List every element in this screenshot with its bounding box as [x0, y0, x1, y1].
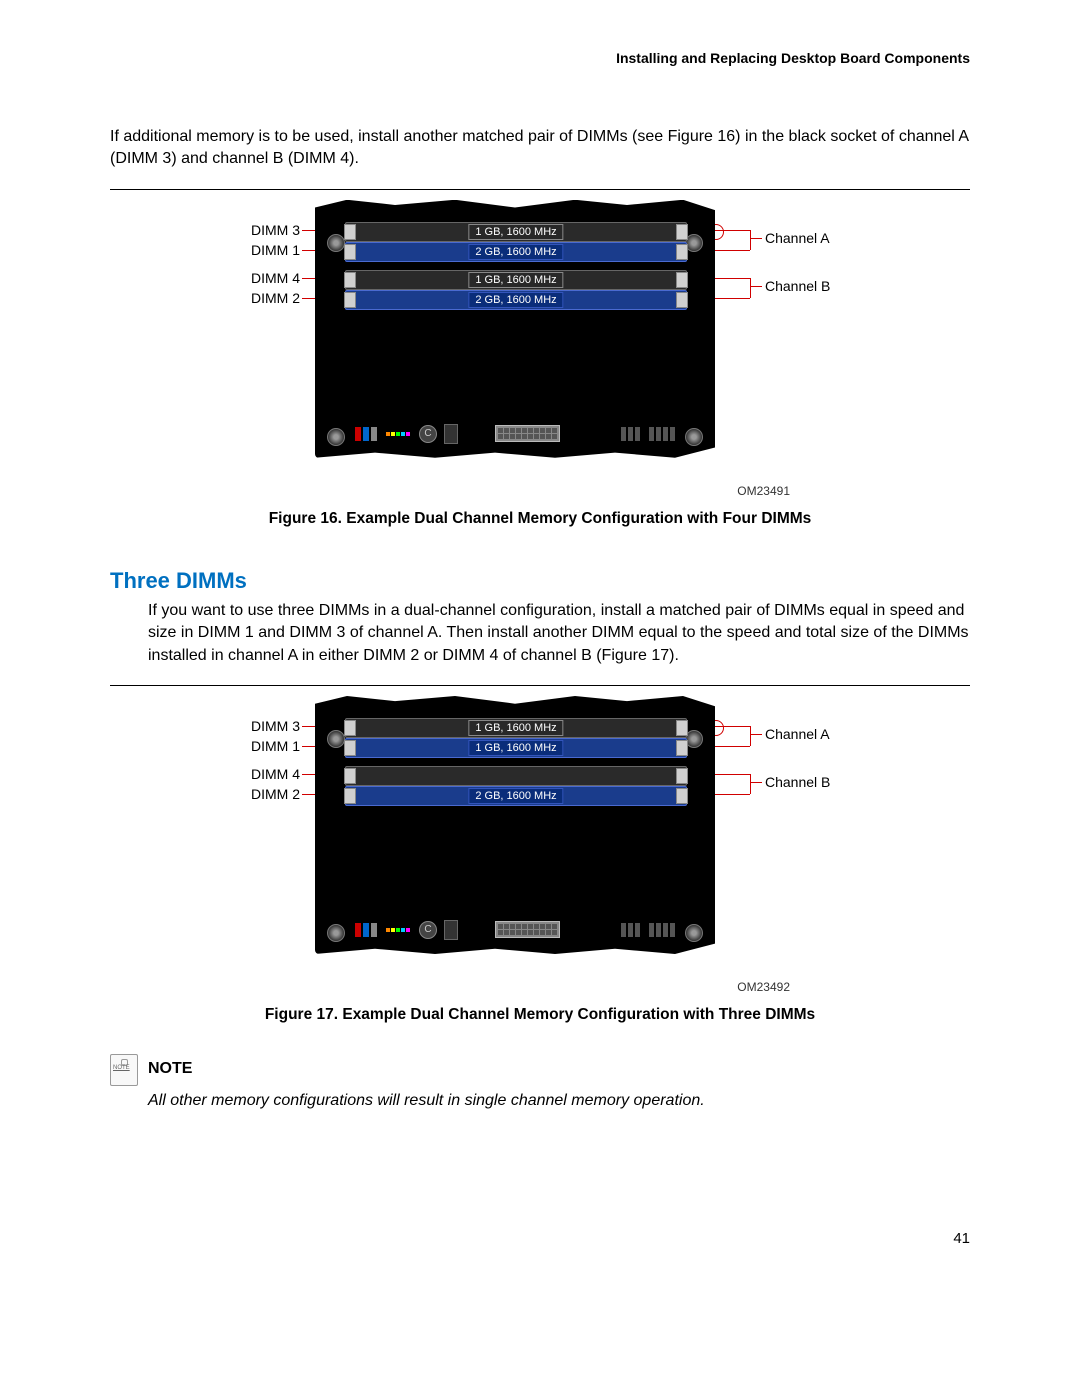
dimm-slot-4	[345, 766, 687, 786]
figure-17: DIMM 3 DIMM 1 DIMM 4 DIMM 2 Channel A Ch…	[220, 696, 860, 994]
three-dimms-heading: Three DIMMs	[110, 568, 970, 594]
motherboard-illustration: 1 GB, 1600 MHz 2 GB, 1600 MHz 1 GB, 1600…	[315, 200, 715, 458]
dimm2-label: DIMM 2	[230, 290, 300, 306]
dimm-slot-1: 1 GB, 1600 MHz	[345, 738, 687, 758]
motherboard-illustration: 1 GB, 1600 MHz 1 GB, 1600 MHz 2 GB, 1600…	[315, 696, 715, 954]
figure-16-caption: Figure 16. Example Dual Channel Memory C…	[110, 510, 970, 528]
three-dimms-paragraph: If you want to use three DIMMs in a dual…	[148, 600, 970, 667]
divider	[110, 685, 970, 686]
dimm-slot-1: 2 GB, 1600 MHz	[345, 242, 687, 262]
dimm4-label: DIMM 4	[230, 270, 300, 286]
dimm-slot-2: 2 GB, 1600 MHz	[345, 290, 687, 310]
om-tag-16: OM23491	[220, 484, 790, 498]
page-number: 41	[110, 1230, 970, 1247]
dimm-slot-2: 2 GB, 1600 MHz	[345, 786, 687, 806]
dimm1-label: DIMM 1	[230, 242, 300, 258]
dimm-slot-4: 1 GB, 1600 MHz	[345, 270, 687, 290]
dimm4-label: DIMM 4	[230, 766, 300, 782]
note-block: NOTE	[110, 1054, 970, 1086]
dimm1-label: DIMM 1	[230, 738, 300, 754]
channel-a-label: Channel A	[765, 230, 830, 246]
note-label: NOTE	[148, 1054, 192, 1078]
channel-a-label: Channel A	[765, 726, 830, 742]
dimm-slot-3: 1 GB, 1600 MHz	[345, 222, 687, 242]
divider	[110, 189, 970, 190]
figure-16: DIMM 3 DIMM 1 DIMM 4 DIMM 2 Channel A Ch…	[220, 200, 860, 498]
dimm3-label: DIMM 3	[230, 222, 300, 238]
om-tag-17: OM23492	[220, 980, 790, 994]
intro-paragraph: If additional memory is to be used, inst…	[110, 126, 970, 171]
dimm3-label: DIMM 3	[230, 718, 300, 734]
note-icon	[110, 1054, 138, 1086]
channel-b-label: Channel B	[765, 278, 830, 294]
note-text: All other memory configurations will res…	[148, 1092, 970, 1110]
page-header: Installing and Replacing Desktop Board C…	[110, 50, 970, 66]
figure-17-caption: Figure 17. Example Dual Channel Memory C…	[110, 1006, 970, 1024]
dimm-slot-3: 1 GB, 1600 MHz	[345, 718, 687, 738]
dimm2-label: DIMM 2	[230, 786, 300, 802]
channel-b-label: Channel B	[765, 774, 830, 790]
